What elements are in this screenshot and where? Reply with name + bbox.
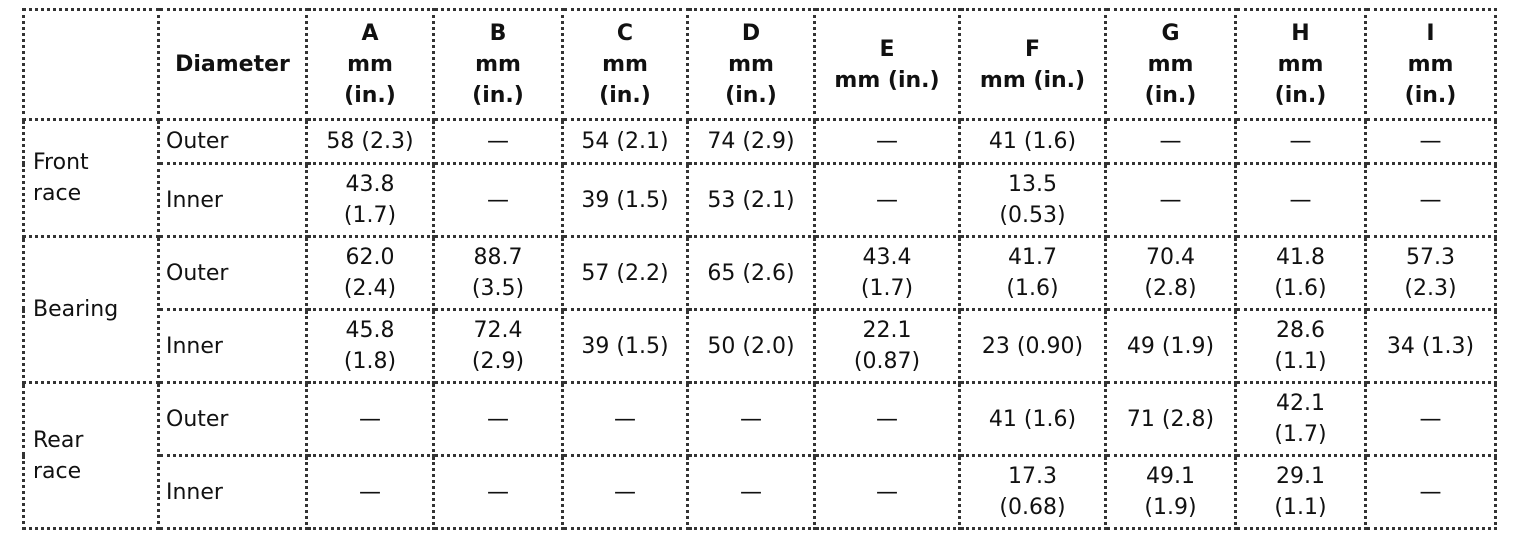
table-cell: 28.6 (1.1) — [1234, 308, 1367, 384]
bearing-dimensions-table: Diameter A mm (in.) B mm (in.) C mm (in.… — [22, 8, 1497, 530]
diameter-label: Outer — [157, 118, 308, 165]
table-row: Front race Outer 58 (2.3) — 54 (2.1) 74 … — [22, 118, 1497, 238]
table-row: Rear race Outer — — — — — 41 (1.6) 71 (2… — [22, 381, 1497, 530]
diameter-label: Inner — [157, 454, 308, 530]
table-cell: 58 (2.3) — [305, 118, 435, 165]
table-cell: — — [813, 162, 961, 238]
header-col-b: B mm (in.) — [432, 8, 564, 121]
table-cell: 54 (2.1) — [561, 118, 689, 165]
table-row: Inner — — — — — 17.3 (0.68) 49.1 (1.9) 2… — [24, 454, 1497, 530]
table-cell: — — [813, 118, 961, 165]
table-cell: 29.1 (1.1) — [1234, 454, 1367, 530]
table-cell: — — [1364, 381, 1497, 457]
group-label-rear-race: Rear race — [22, 381, 160, 530]
header-blank-cell — [22, 8, 160, 121]
table-cell: 41 (1.6) — [958, 381, 1107, 457]
table-cell: 49 (1.9) — [1104, 308, 1237, 384]
table-row: Bearing Outer 62.0 (2.4) 88.7 (3.5) 57 (… — [22, 235, 1497, 384]
spec-table-container: Diameter A mm (in.) B mm (in.) C mm (in.… — [22, 8, 1497, 530]
table-cell: — — [561, 454, 689, 530]
table-cell: — — [813, 454, 961, 530]
diameter-label: Outer — [157, 381, 308, 457]
header-col-a: A mm (in.) — [305, 8, 435, 121]
table-cell: 74 (2.9) — [686, 118, 816, 165]
table-cell: 39 (1.5) — [561, 162, 689, 238]
header-col-f: F mm (in.) — [958, 8, 1107, 121]
diameter-label: Inner — [157, 308, 308, 384]
table-cell: 88.7 (3.5) — [432, 235, 564, 311]
table-cell: — — [305, 381, 435, 457]
header-col-g: G mm (in.) — [1104, 8, 1237, 121]
table-cell: 23 (0.90) — [958, 308, 1107, 384]
table-cell: — — [813, 381, 961, 457]
table-cell: — — [686, 381, 816, 457]
table-cell: 71 (2.8) — [1104, 381, 1237, 457]
table-cell: — — [1104, 118, 1237, 165]
table-cell: — — [1364, 162, 1497, 238]
table-cell: 62.0 (2.4) — [305, 235, 435, 311]
table-cell: 57 (2.2) — [561, 235, 689, 311]
table-cell: — — [1234, 162, 1367, 238]
header-col-i: I mm (in.) — [1364, 8, 1497, 121]
table-cell: 65 (2.6) — [686, 235, 816, 311]
table-cell: 43.8 (1.7) — [305, 162, 435, 238]
table-cell: — — [1364, 454, 1497, 530]
table-cell: — — [305, 454, 435, 530]
table-cell: 41 (1.6) — [958, 118, 1107, 165]
table-cell: 45.8 (1.8) — [305, 308, 435, 384]
header-col-h: H mm (in.) — [1234, 8, 1367, 121]
table-cell: — — [432, 454, 564, 530]
table-cell: 72.4 (2.9) — [432, 308, 564, 384]
table-cell: 49.1 (1.9) — [1104, 454, 1237, 530]
header-diameter: Diameter — [157, 8, 308, 121]
header-row: Diameter A mm (in.) B mm (in.) C mm (in.… — [22, 8, 1497, 121]
table-cell: 50 (2.0) — [686, 308, 816, 384]
table-cell: — — [686, 454, 816, 530]
diameter-label: Outer — [157, 235, 308, 311]
table-cell: 34 (1.3) — [1364, 308, 1497, 384]
table-cell: 22.1 (0.87) — [813, 308, 961, 384]
table-cell: 41.8 (1.6) — [1234, 235, 1367, 311]
table-cell: — — [1364, 118, 1497, 165]
table-cell: 43.4 (1.7) — [813, 235, 961, 311]
group-label-bearing: Bearing — [22, 235, 160, 384]
table-cell: — — [432, 118, 564, 165]
table-cell: 70.4 (2.8) — [1104, 235, 1237, 311]
table-cell: 39 (1.5) — [561, 308, 689, 384]
table-cell: 42.1 (1.7) — [1234, 381, 1367, 457]
header-col-c: C mm (in.) — [561, 8, 689, 121]
table-cell: — — [561, 381, 689, 457]
table-cell: 17.3 (0.68) — [958, 454, 1107, 530]
table-cell: 41.7 (1.6) — [958, 235, 1107, 311]
table-row: Inner 43.8 (1.7) — 39 (1.5) 53 (2.1) — 1… — [24, 162, 1497, 238]
header-col-e: E mm (in.) — [813, 8, 961, 121]
table-cell: 53 (2.1) — [686, 162, 816, 238]
table-cell: 57.3 (2.3) — [1364, 235, 1497, 311]
table-cell: 13.5 (0.53) — [958, 162, 1107, 238]
table-cell: — — [432, 381, 564, 457]
table-cell: — — [432, 162, 564, 238]
header-col-d: D mm (in.) — [686, 8, 816, 121]
group-label-front-race: Front race — [22, 118, 160, 238]
table-row: Inner 45.8 (1.8) 72.4 (2.9) 39 (1.5) 50 … — [24, 308, 1497, 384]
diameter-label: Inner — [157, 162, 308, 238]
table-cell: — — [1104, 162, 1237, 238]
table-cell: — — [1234, 118, 1367, 165]
